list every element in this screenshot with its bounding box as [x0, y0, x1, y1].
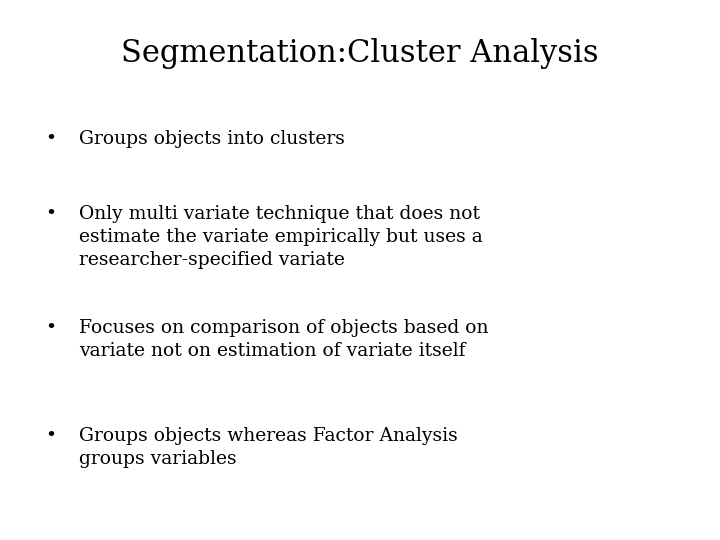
Text: Segmentation:Cluster Analysis: Segmentation:Cluster Analysis	[121, 38, 599, 69]
Text: Only multi variate technique that does not
estimate the variate empirically but : Only multi variate technique that does n…	[79, 205, 483, 269]
Text: Focuses on comparison of objects based on
variate not on estimation of variate i: Focuses on comparison of objects based o…	[79, 319, 489, 360]
Text: •: •	[45, 130, 56, 147]
Text: Groups objects into clusters: Groups objects into clusters	[79, 130, 345, 147]
Text: •: •	[45, 319, 56, 336]
Text: Groups objects whereas Factor Analysis
groups variables: Groups objects whereas Factor Analysis g…	[79, 427, 458, 468]
Text: •: •	[45, 427, 56, 444]
Text: •: •	[45, 205, 56, 223]
